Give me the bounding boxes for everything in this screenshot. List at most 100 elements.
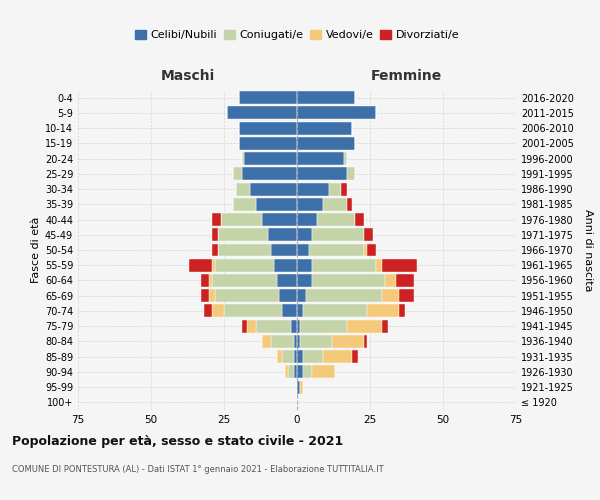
Bar bbox=[355, 213, 364, 226]
Bar bbox=[250, 182, 297, 196]
Bar bbox=[256, 198, 297, 211]
Bar bbox=[203, 304, 212, 318]
Bar bbox=[323, 198, 347, 211]
Bar bbox=[303, 304, 367, 318]
Bar bbox=[277, 274, 297, 287]
Bar bbox=[364, 335, 367, 348]
Bar bbox=[189, 259, 212, 272]
Bar bbox=[297, 304, 303, 318]
Bar bbox=[323, 350, 352, 363]
Bar bbox=[233, 198, 256, 211]
Bar bbox=[297, 198, 323, 211]
Bar bbox=[382, 259, 417, 272]
Bar bbox=[294, 335, 297, 348]
Bar bbox=[244, 152, 297, 165]
Bar bbox=[341, 182, 347, 196]
Bar bbox=[303, 366, 311, 378]
Bar bbox=[297, 335, 300, 348]
Bar bbox=[212, 213, 221, 226]
Bar bbox=[297, 168, 347, 180]
Bar bbox=[297, 122, 352, 134]
Bar bbox=[218, 244, 271, 256]
Bar bbox=[297, 106, 376, 120]
Bar bbox=[227, 106, 297, 120]
Bar bbox=[236, 182, 250, 196]
Bar bbox=[376, 259, 382, 272]
Bar bbox=[297, 91, 355, 104]
Bar bbox=[317, 213, 355, 226]
Bar bbox=[308, 244, 364, 256]
Bar bbox=[297, 137, 355, 150]
Bar bbox=[280, 289, 297, 302]
Bar bbox=[311, 274, 385, 287]
Bar bbox=[239, 91, 297, 104]
Bar bbox=[271, 335, 294, 348]
Bar bbox=[344, 152, 347, 165]
Bar bbox=[212, 259, 215, 272]
Bar bbox=[247, 320, 256, 332]
Bar bbox=[200, 274, 209, 287]
Bar bbox=[288, 366, 294, 378]
Bar bbox=[297, 350, 303, 363]
Bar bbox=[283, 304, 297, 318]
Bar bbox=[200, 289, 209, 302]
Bar bbox=[329, 182, 341, 196]
Bar bbox=[385, 274, 396, 287]
Bar bbox=[297, 152, 344, 165]
Bar bbox=[274, 259, 297, 272]
Bar bbox=[364, 228, 373, 241]
Bar bbox=[277, 350, 283, 363]
Bar bbox=[242, 152, 244, 165]
Y-axis label: Anni di nascita: Anni di nascita bbox=[583, 209, 593, 291]
Bar bbox=[297, 259, 311, 272]
Bar bbox=[209, 289, 215, 302]
Bar bbox=[215, 259, 274, 272]
Bar bbox=[347, 168, 355, 180]
Bar bbox=[311, 259, 376, 272]
Bar bbox=[286, 366, 288, 378]
Bar bbox=[382, 320, 388, 332]
Bar bbox=[396, 274, 414, 287]
Bar bbox=[224, 304, 283, 318]
Bar bbox=[297, 274, 311, 287]
Bar bbox=[367, 244, 376, 256]
Bar bbox=[212, 304, 224, 318]
Bar bbox=[367, 304, 399, 318]
Bar bbox=[303, 350, 323, 363]
Bar bbox=[212, 244, 218, 256]
Y-axis label: Fasce di età: Fasce di età bbox=[31, 217, 41, 283]
Bar bbox=[283, 350, 294, 363]
Bar bbox=[262, 335, 271, 348]
Bar bbox=[242, 320, 247, 332]
Bar bbox=[364, 244, 367, 256]
Bar bbox=[399, 304, 405, 318]
Bar bbox=[347, 320, 382, 332]
Bar bbox=[297, 182, 329, 196]
Legend: Celibi/Nubili, Coniugati/e, Vedovi/e, Divorziati/e: Celibi/Nubili, Coniugati/e, Vedovi/e, Di… bbox=[130, 25, 464, 44]
Bar bbox=[233, 168, 242, 180]
Bar bbox=[212, 228, 218, 241]
Bar bbox=[300, 380, 303, 394]
Bar bbox=[311, 366, 335, 378]
Bar bbox=[215, 289, 280, 302]
Text: Maschi: Maschi bbox=[160, 68, 215, 82]
Bar bbox=[297, 228, 311, 241]
Bar bbox=[311, 228, 364, 241]
Bar bbox=[297, 244, 308, 256]
Bar bbox=[382, 289, 399, 302]
Bar bbox=[256, 320, 291, 332]
Bar bbox=[297, 380, 300, 394]
Bar bbox=[297, 213, 317, 226]
Bar bbox=[242, 168, 297, 180]
Bar bbox=[271, 244, 297, 256]
Bar bbox=[218, 228, 268, 241]
Bar bbox=[291, 320, 297, 332]
Bar bbox=[300, 320, 347, 332]
Bar bbox=[212, 274, 277, 287]
Text: COMUNE DI PONTESTURA (AL) - Dati ISTAT 1° gennaio 2021 - Elaborazione TUTTITALIA: COMUNE DI PONTESTURA (AL) - Dati ISTAT 1… bbox=[12, 465, 383, 474]
Bar bbox=[306, 289, 382, 302]
Bar bbox=[239, 137, 297, 150]
Bar bbox=[297, 289, 306, 302]
Text: Femmine: Femmine bbox=[371, 68, 442, 82]
Bar bbox=[297, 366, 303, 378]
